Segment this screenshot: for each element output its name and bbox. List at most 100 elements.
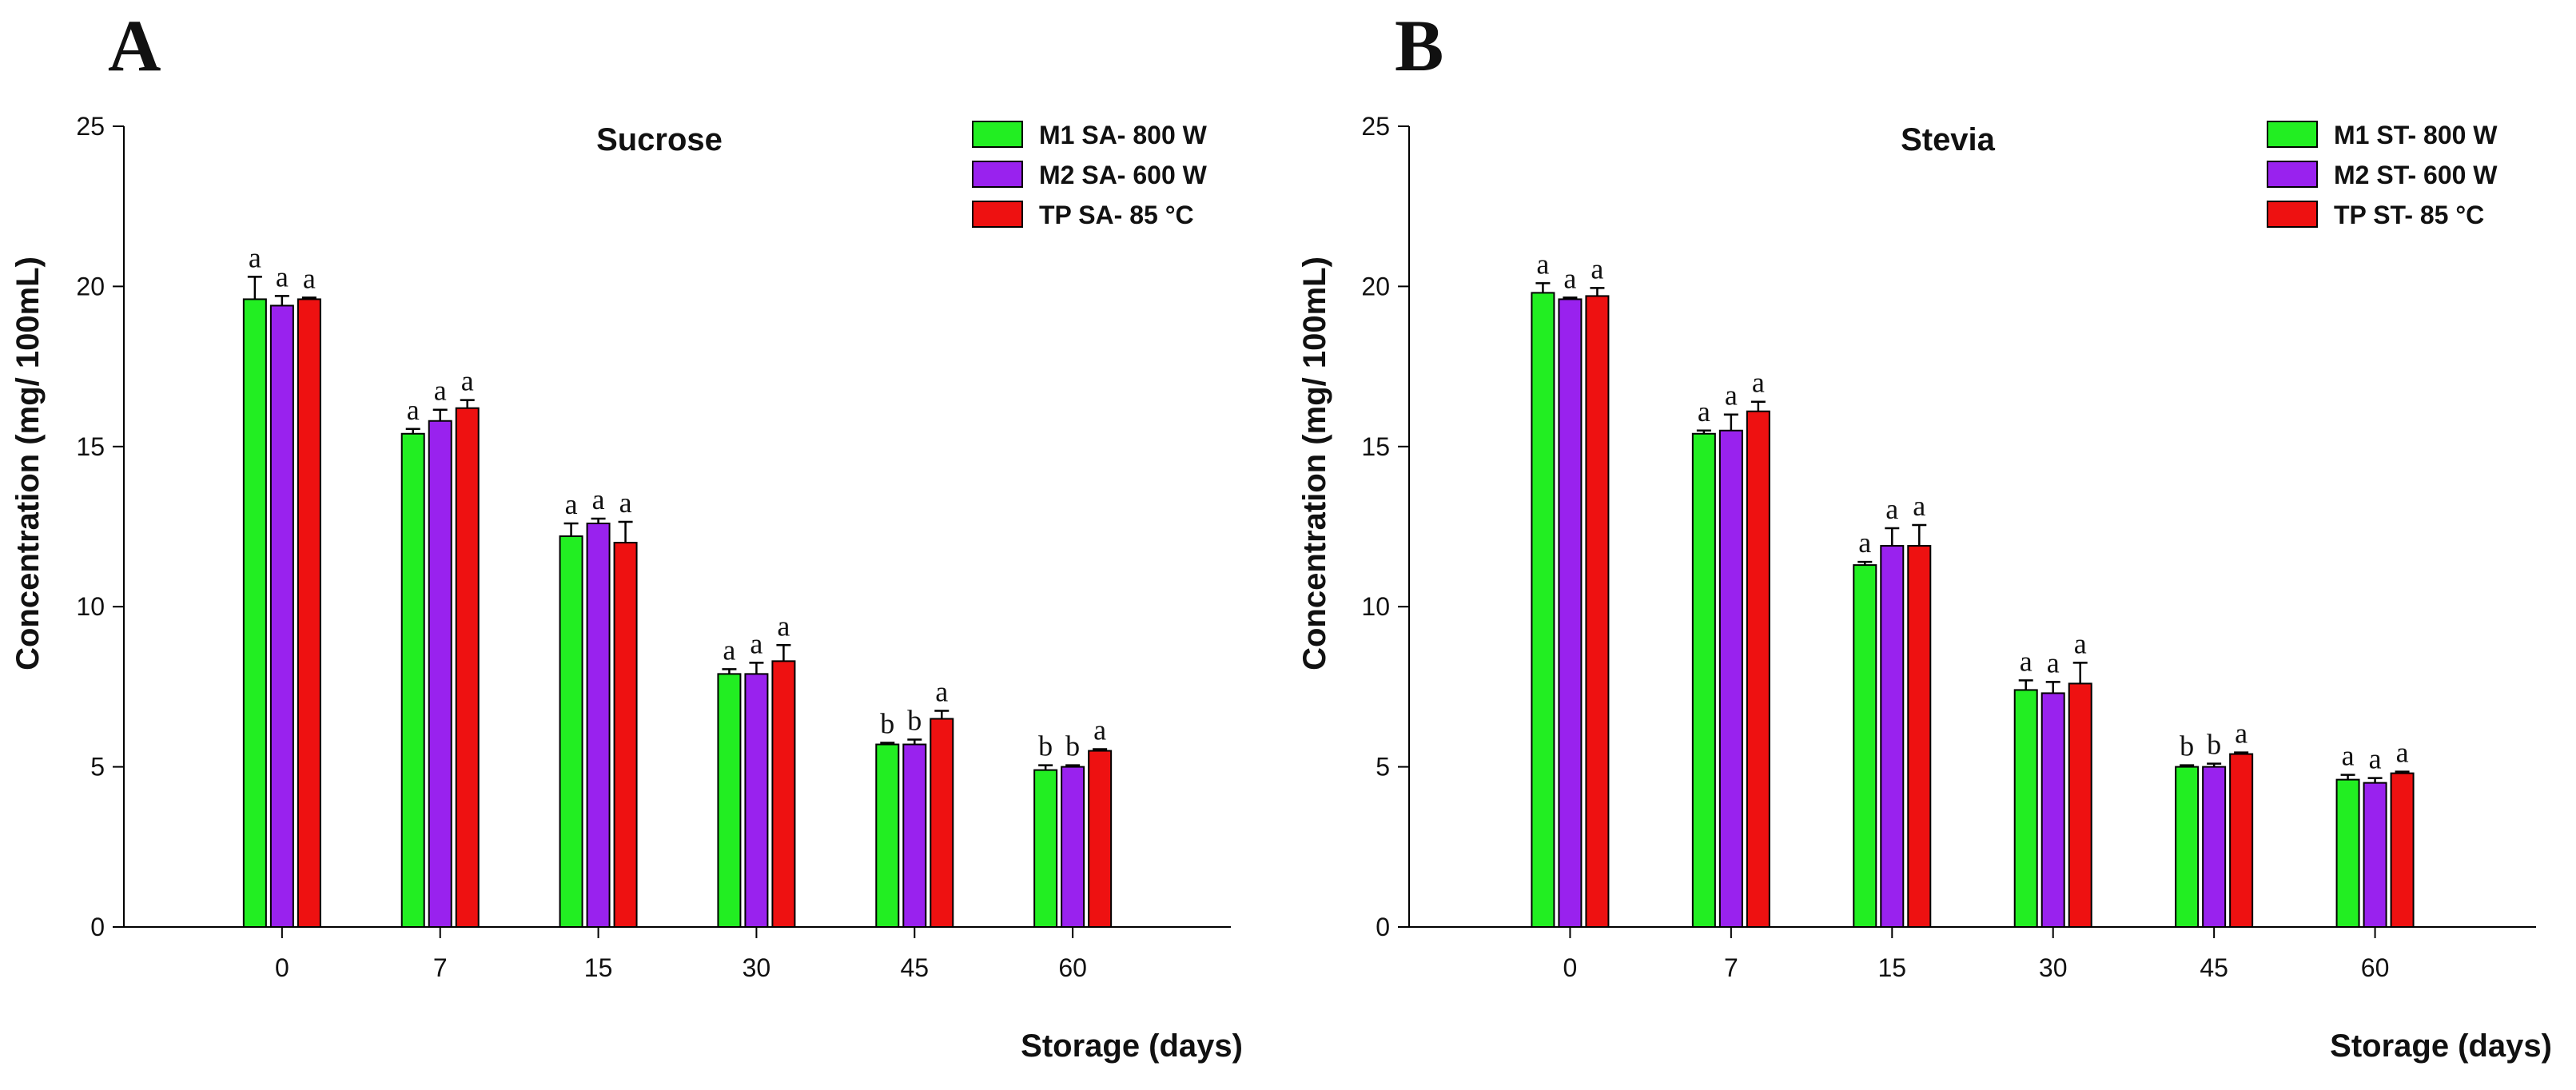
panel-b: B Stevia Concentration (mg/ 100mL) Stora… xyxy=(1297,5,2552,1064)
legend-label-m1-st: M1 ST- 800 W xyxy=(2334,121,2498,149)
y-tick-label-b: 20 xyxy=(1361,272,1390,300)
bar-b xyxy=(1558,298,1583,928)
x-tick-label-a: 7 xyxy=(433,953,448,982)
x-tick-label-a: 30 xyxy=(743,953,771,982)
bar-a xyxy=(1061,766,1085,928)
x-tick-label-a: 60 xyxy=(1058,953,1087,982)
y-tick-label-b: 15 xyxy=(1361,432,1390,461)
y-tick-label-b: 25 xyxy=(1361,112,1390,141)
legend-swatch-tp-sa xyxy=(972,201,1023,228)
bar-b xyxy=(1746,410,1770,928)
x-tick-label-b: 0 xyxy=(1563,953,1578,982)
y-tick-label-a: 25 xyxy=(76,112,105,141)
bar-b xyxy=(2202,766,2227,928)
bar-a xyxy=(930,718,954,928)
legend-swatch-m1-sa xyxy=(972,121,1023,148)
bar-a xyxy=(875,743,900,928)
y-tick-label-b: 10 xyxy=(1361,592,1390,621)
bar-a xyxy=(613,542,638,928)
bar-b xyxy=(1853,564,1877,928)
significance-label-b: a xyxy=(2235,718,2248,750)
legend-label-tp-sa: TP SA- 85 °C xyxy=(1039,201,1194,229)
x-tick-label-b: 30 xyxy=(2039,953,2068,982)
legend-label-m2-sa: M2 SA- 600 W xyxy=(1039,161,1208,189)
bar-a xyxy=(455,407,480,929)
legend-swatch-m2-st xyxy=(2267,161,2318,188)
y-axis-label-a: Concentration (mg/ 100mL) xyxy=(10,257,46,670)
significance-label-b: a xyxy=(2396,737,2409,769)
bar-a xyxy=(902,743,927,928)
significance-label-a: a xyxy=(407,394,420,426)
significance-label-b: b xyxy=(2207,729,2221,761)
significance-label-b: a xyxy=(2020,645,2033,677)
bar-b xyxy=(1585,295,1610,928)
y-axis-label-b: Concentration (mg/ 100mL) xyxy=(1297,257,1332,670)
legend-swatch-m1-st xyxy=(2267,121,2318,148)
bar-a xyxy=(400,432,425,928)
significance-label-b: a xyxy=(1698,396,1710,428)
bar-b xyxy=(2390,772,2415,929)
bar-a xyxy=(771,660,796,928)
bar-a xyxy=(428,420,452,928)
x-tick-label-b: 60 xyxy=(2361,953,2390,982)
significance-label-b: a xyxy=(2047,646,2060,678)
y-tick-label-a: 5 xyxy=(90,753,105,782)
bar-a xyxy=(1033,769,1058,928)
significance-label-a: b xyxy=(1065,730,1080,762)
significance-label-b: a xyxy=(1858,527,1871,559)
legend-a: M1 SA- 800 W M2 SA- 600 W TP SA- 85 °C xyxy=(972,121,1208,229)
bar-b xyxy=(2363,782,2387,929)
y-tick-label-a: 15 xyxy=(76,432,105,461)
bar-b xyxy=(1718,429,1743,928)
significance-label-b: a xyxy=(2074,627,2087,659)
significance-label-b: a xyxy=(2342,740,2355,772)
bar-b xyxy=(2229,753,2254,928)
legend-label-tp-st: TP ST- 85 °C xyxy=(2334,201,2484,229)
x-axis-label-a: Storage (days) xyxy=(1021,1028,1243,1064)
y-tick-label-b: 5 xyxy=(1376,753,1390,782)
significance-label-a: a xyxy=(303,262,316,294)
significance-label-a: a xyxy=(592,483,605,515)
significance-label-b: a xyxy=(1752,367,1765,399)
significance-label-a: a xyxy=(750,627,762,659)
bar-a xyxy=(269,304,294,928)
legend-swatch-tp-st xyxy=(2267,201,2318,228)
significance-label-a: a xyxy=(619,487,632,519)
legend-label-m1-sa: M1 SA- 800 W xyxy=(1039,121,1208,149)
bar-a xyxy=(1088,750,1113,928)
y-tick-label-a: 0 xyxy=(90,913,105,941)
significance-label-a: a xyxy=(565,488,578,520)
y-tick-label-a: 10 xyxy=(76,592,105,621)
panel-letter-a: A xyxy=(108,5,161,86)
significance-label-a: b xyxy=(880,708,894,740)
x-tick-label-a: 45 xyxy=(900,953,929,982)
significance-label-b: a xyxy=(1563,262,1576,294)
significance-label-a: a xyxy=(434,375,447,407)
significance-label-a: a xyxy=(249,241,261,273)
x-tick-label-a: 0 xyxy=(275,953,289,982)
bar-a xyxy=(297,298,321,928)
bar-b xyxy=(1691,432,1716,928)
bar-b xyxy=(2175,766,2200,928)
bar-a xyxy=(242,298,267,928)
panel-a: A Sucrose Concentration (mg/ 100mL) Stor… xyxy=(10,5,1243,1064)
significance-label-a: b xyxy=(907,705,922,737)
significance-label-a: b xyxy=(1038,730,1053,762)
legend-swatch-m2-sa xyxy=(972,161,1023,188)
bar-a xyxy=(744,673,769,928)
bar-b xyxy=(2335,778,2360,929)
x-tick-label-b: 45 xyxy=(2200,953,2228,982)
bar-b xyxy=(2040,692,2065,929)
legend-label-m2-st: M2 ST- 600 W xyxy=(2334,161,2498,189)
x-axis-label-b: Storage (days) xyxy=(2330,1028,2552,1064)
significance-label-a: a xyxy=(935,675,948,707)
bar-b xyxy=(2013,689,2038,929)
significance-label-a: a xyxy=(461,365,474,397)
bar-b xyxy=(1907,545,1932,928)
significance-label-b: a xyxy=(2369,743,2382,775)
significance-label-b: a xyxy=(1885,493,1898,525)
y-tick-label-a: 20 xyxy=(76,272,105,300)
x-tick-label-a: 15 xyxy=(584,953,613,982)
